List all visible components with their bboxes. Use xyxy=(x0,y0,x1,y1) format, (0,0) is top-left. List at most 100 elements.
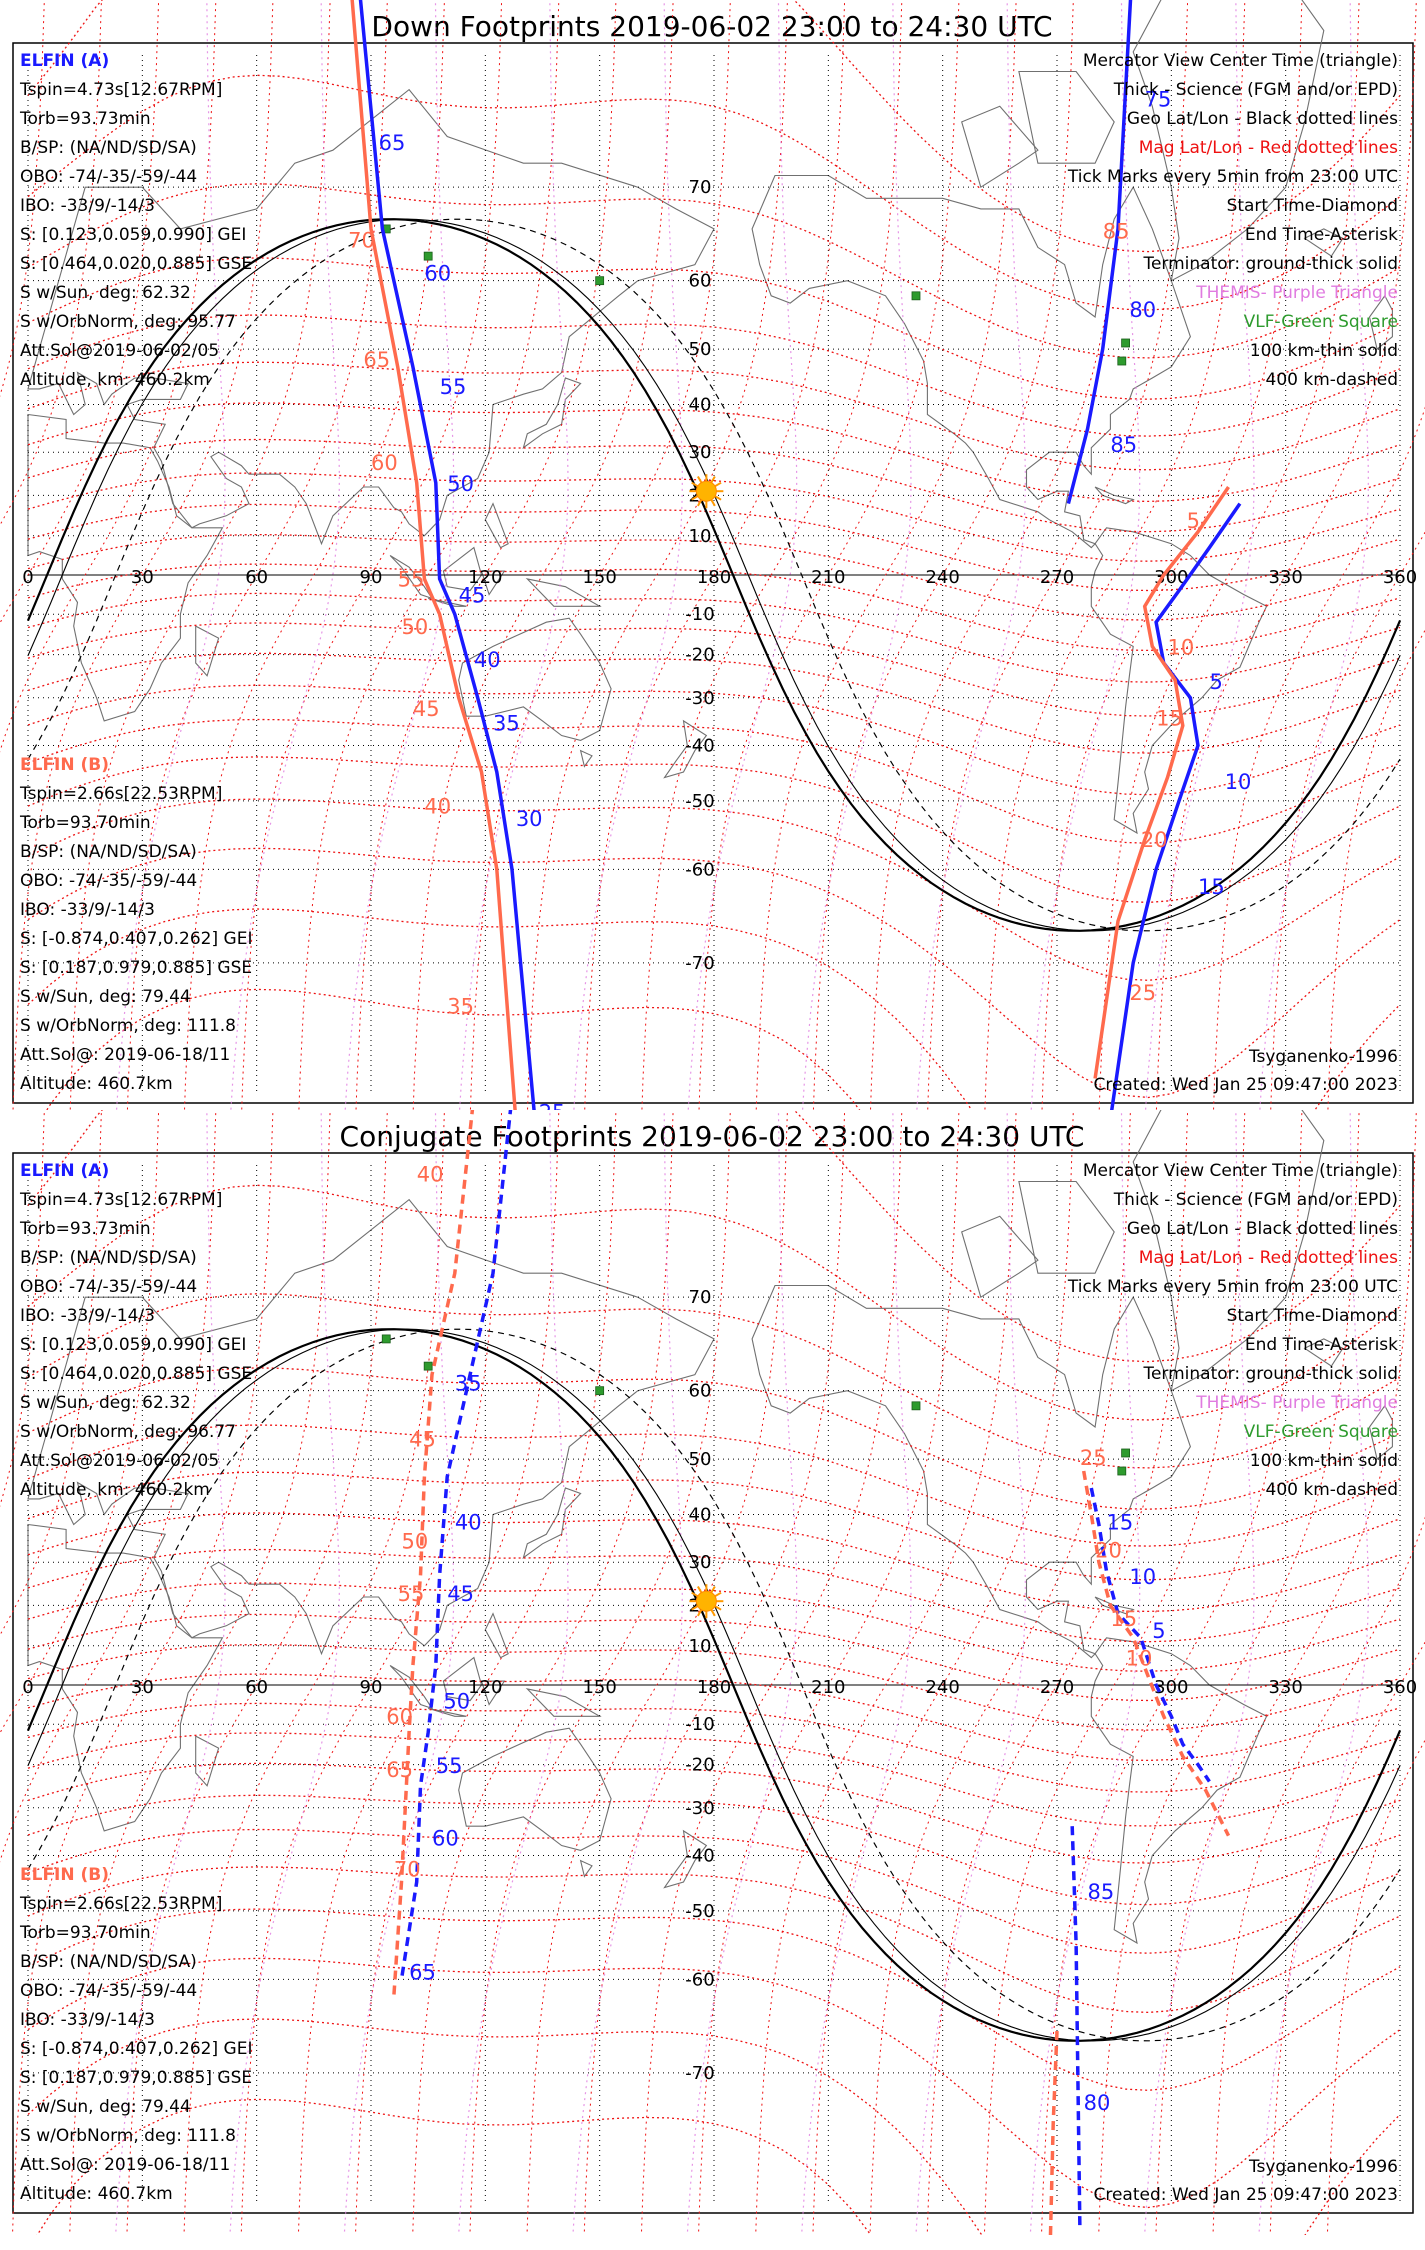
mag-lon-line xyxy=(412,0,674,1125)
mag-lat-line xyxy=(27,718,1401,844)
created-label: Created: Wed Jan 25 09:47:00 2023 xyxy=(1093,1075,1398,1095)
elfin-a-info-line: S w/OrbNorm, deg: 95.77 xyxy=(20,312,236,332)
mag-lon-line xyxy=(1155,1110,1417,2235)
continent-outline xyxy=(525,578,602,607)
mag-lat-line xyxy=(27,257,1401,400)
mag-lon-line xyxy=(297,0,560,1125)
continent-outline xyxy=(522,1487,582,1560)
legend-entry: THEMIS- Purple Triangle xyxy=(1195,1393,1398,1413)
continent-outlines xyxy=(27,0,1393,835)
elfin-b-info-line: S: [-0.874,0.407,0.262] GEI xyxy=(20,929,252,949)
elfin-b-info-line: Torb=93.70min xyxy=(19,1923,151,1943)
continent-outline xyxy=(442,1656,483,1702)
elfin-b-time-tick: 60 xyxy=(371,451,398,475)
elfin-b-info-line: Tspin=2.66s[22.53RPM] xyxy=(19,784,222,804)
lon-tick-label: 210 xyxy=(811,1677,845,1698)
elfin-b-info-line: Tspin=2.66s[22.53RPM] xyxy=(19,1894,222,1914)
lon-tick-label: 90 xyxy=(360,1677,383,1698)
elfin-a-time-tick: 35 xyxy=(455,1372,482,1396)
mag-lat-line xyxy=(27,1957,1401,2209)
elfin-b-time-tick: 55 xyxy=(398,1582,425,1606)
lon-tick-label: 330 xyxy=(1268,567,1302,588)
mag-lat-line xyxy=(27,1512,1401,1613)
continent-outline xyxy=(1132,0,1325,282)
terminator-400km xyxy=(27,218,1401,932)
elfin-a-info-line: S: [0.123,0.059,0.990] GEI xyxy=(20,1335,246,1355)
elfin-b-info: ELFIN (B) Tspin=2.66s[22.53RPM] Torb=93.70… xyxy=(19,755,252,1094)
continent-outline xyxy=(1368,294,1393,351)
lat-tick-label: -70 xyxy=(685,953,714,974)
sun-ray xyxy=(691,1591,699,1598)
sun-icon xyxy=(689,474,724,509)
sun-ray xyxy=(710,475,716,484)
elfin-b-time-tick: 35 xyxy=(447,995,474,1019)
mag-lon-line xyxy=(69,1110,331,2235)
mag-lon-line xyxy=(983,0,1246,1125)
mag-lat-line xyxy=(27,1908,1401,2091)
legend-entry: 400 km-dashed xyxy=(1266,370,1398,390)
mag-lon-line xyxy=(1155,0,1417,1125)
continent-outline xyxy=(751,174,1192,549)
mag-lat-line xyxy=(27,1702,1401,1793)
mag-lon-line xyxy=(1041,1110,1303,2235)
continent-outline xyxy=(1018,70,1115,164)
elfin-b-track xyxy=(1081,1470,1231,1837)
elfin-b-info-line: Att.Sol@: 2019-06-18/11 xyxy=(20,1045,230,1065)
sun-ray xyxy=(714,495,722,501)
elfin-a-info-line: S w/OrbNorm, deg: 96.77 xyxy=(20,1422,236,1442)
mag-grid-lines xyxy=(0,0,1425,1125)
elfin-a-time-tick: 45 xyxy=(447,1582,474,1606)
continent-outline xyxy=(1090,1637,1268,1945)
model-label: Tsyganenko-1996 xyxy=(1248,2157,1398,2177)
mag-lat-line xyxy=(27,756,1401,904)
mag-lon-line xyxy=(126,1110,388,2235)
elfin-a-time-tick: 35 xyxy=(493,712,520,736)
lon-tick-label: 300 xyxy=(1154,567,1188,588)
sun-ray xyxy=(697,475,703,484)
mag-lon-line xyxy=(926,0,1189,1125)
mag-lon-line xyxy=(355,0,617,1125)
lat-tick-label: -40 xyxy=(685,736,714,757)
lat-tick-label: 30 xyxy=(689,1552,712,1573)
elfin-b-time-tick: 45 xyxy=(413,697,440,721)
continent-outline xyxy=(1368,1404,1393,1461)
mag-lat-line xyxy=(27,847,1401,1099)
elfin-b-info-line: OBO: -74/-35/-59/-44 xyxy=(20,871,197,891)
mag-lat-line xyxy=(27,798,1401,981)
mag-lon-line xyxy=(1041,0,1303,1125)
legend-entry: VLF-Green Square xyxy=(1244,312,1398,332)
mag-lon-line xyxy=(412,1110,674,2235)
footprint-tracks: 65 60 55 50 45 40 35 30 25 5 10 15 75 80 85 70 65 60 55 50 4… xyxy=(348,0,1251,1124)
elfin-b-time-tick: 15 xyxy=(1110,1607,1137,1631)
vlf-station-marker xyxy=(1121,338,1130,348)
elfin-b-time-tick: 85 xyxy=(1103,219,1130,243)
elfin-a-info-line: S: [0.123,0.059,0.990] GEI xyxy=(20,225,246,245)
mag-lat-line xyxy=(27,1762,1401,1864)
mag-lon-line xyxy=(183,0,445,1125)
mag-lon-line xyxy=(1098,0,1360,1125)
longitude-tick-labels: 0 30 60 90 120 150 180 210 240 270 300 330 360 xyxy=(22,1677,1417,1698)
continent-outline xyxy=(663,1829,708,1889)
sun-ray xyxy=(691,481,699,488)
legend-entry: Mag Lat/Lon - Red dotted lines xyxy=(1139,1248,1398,1268)
lat-tick-label: 50 xyxy=(689,1449,712,1470)
sun-ray xyxy=(697,1585,703,1594)
continent-outline xyxy=(1094,486,1135,505)
mag-lon-line xyxy=(240,1110,503,2235)
elfin-a-time-tick: 50 xyxy=(443,1689,470,1713)
sun-disk xyxy=(695,1590,717,1612)
legend-entry: End Time-Asterisk xyxy=(1245,1335,1398,1355)
elfin-b-time-tick: 20 xyxy=(1095,1539,1122,1563)
mag-lon-line xyxy=(69,0,331,1125)
mag-lon-line xyxy=(698,0,960,1125)
mag-lon-line xyxy=(469,0,731,1125)
mag-lon-line xyxy=(12,0,274,1125)
elfin-b-time-tick: 55 xyxy=(398,568,425,592)
lat-tick-label: 50 xyxy=(689,339,712,360)
elfin-a-info-line: S w/Sun, deg: 62.32 xyxy=(20,1393,191,1413)
sun-ray xyxy=(697,1609,703,1617)
elfin-a-time-tick: 5 xyxy=(1209,670,1222,694)
mag-lon-line xyxy=(0,0,217,753)
elfin-a-time-tick: 60 xyxy=(424,262,451,286)
lat-tick-label: -20 xyxy=(685,645,714,666)
